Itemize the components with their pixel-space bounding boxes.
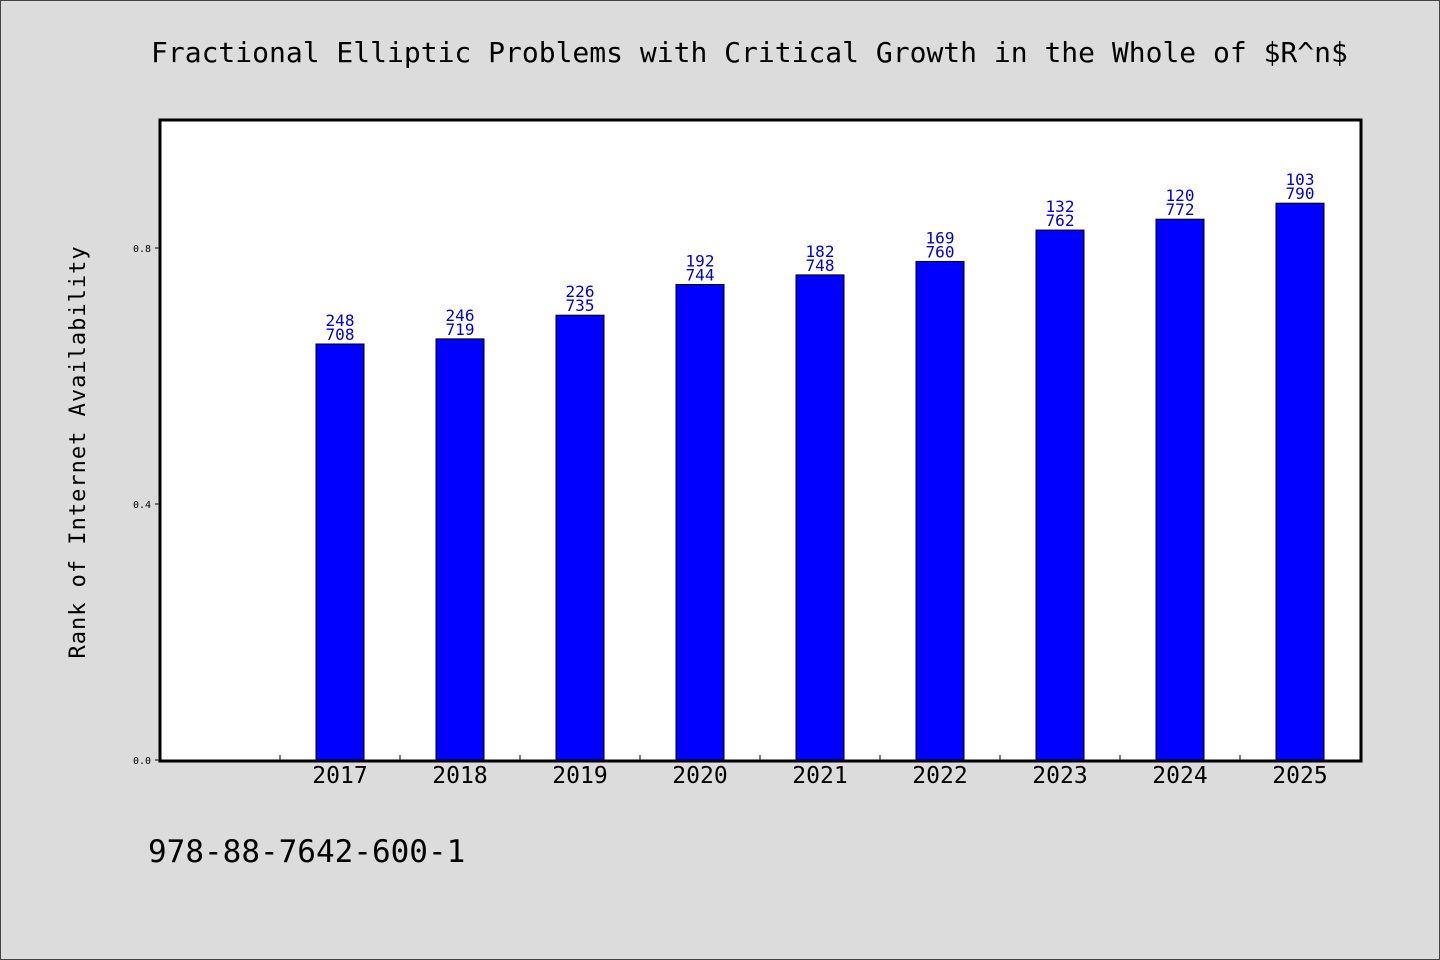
bar-2019 <box>555 314 605 761</box>
x-tick-label-2024: 2024 <box>1152 763 1207 789</box>
bar-label-2024-1: 120 <box>1166 186 1195 205</box>
bar-label-2023-1: 132 <box>1046 197 1075 216</box>
bars-group <box>315 202 1325 761</box>
bar-label-2019-2: 735 <box>566 296 595 315</box>
x-tick-label-2022: 2022 <box>912 763 967 789</box>
bar-label-2020-2: 744 <box>686 265 715 284</box>
bar-label-2021-1: 182 <box>806 242 835 261</box>
bar-2022 <box>915 260 965 761</box>
bar-2025 <box>1275 202 1325 761</box>
plot-border <box>158 118 1363 763</box>
bar-label-2024-2: 772 <box>1166 200 1195 219</box>
bar-2020 <box>675 283 725 761</box>
bar-2017 <box>315 343 365 761</box>
bar-label-2020-1: 192 <box>686 251 715 270</box>
y-tick-label-0.0: 0.0 <box>133 756 151 767</box>
bar-label-2017-2: 708 <box>326 325 355 344</box>
bar-label-2018-2: 719 <box>446 320 475 339</box>
bar-label-2025-1: 103 <box>1286 170 1315 189</box>
x-tick-label-2017: 2017 <box>312 763 367 789</box>
bar-label-2019-1: 226 <box>566 282 595 301</box>
y-axis: 0.0 0.4 0.8 <box>133 244 160 767</box>
bar-2023 <box>1035 229 1085 761</box>
bar-labels-group: 2487082467192267351927441827481697601327… <box>326 170 1315 344</box>
x-tick-label-2019: 2019 <box>552 763 607 789</box>
x-tick-label-2021: 2021 <box>792 763 847 789</box>
bar-label-2021-2: 748 <box>806 256 835 275</box>
x-axis: 2017 2018 2019 2020 2021 2022 2023 2024 2025 <box>279 755 1361 789</box>
x-tick-label-2018: 2018 <box>432 763 487 789</box>
bar-label-2018-1: 246 <box>446 306 475 325</box>
bar-2021 <box>795 274 845 761</box>
x-tick-label-2023: 2023 <box>1032 763 1087 789</box>
chart-title: Fractional Elliptic Problems with Critic… <box>151 36 1348 69</box>
bar-label-2022-1: 169 <box>926 228 955 247</box>
x-tick-label-2020: 2020 <box>672 763 727 789</box>
bar-2018 <box>435 338 485 761</box>
y-tick-label-0.8: 0.8 <box>133 244 151 255</box>
x-tick-label-2025: 2025 <box>1272 763 1327 789</box>
bar-label-2017-1: 248 <box>326 311 355 330</box>
y-tick-label-0.4: 0.4 <box>133 500 151 511</box>
isbn-text: 978-88-7642-600-1 <box>148 834 466 870</box>
y-axis-label: Rank of Internet Availability <box>66 245 91 658</box>
bar-2024 <box>1155 218 1205 761</box>
bar-label-2023-2: 762 <box>1046 211 1075 230</box>
bar-label-2022-2: 760 <box>926 242 955 261</box>
bar-label-2025-2: 790 <box>1286 184 1315 203</box>
